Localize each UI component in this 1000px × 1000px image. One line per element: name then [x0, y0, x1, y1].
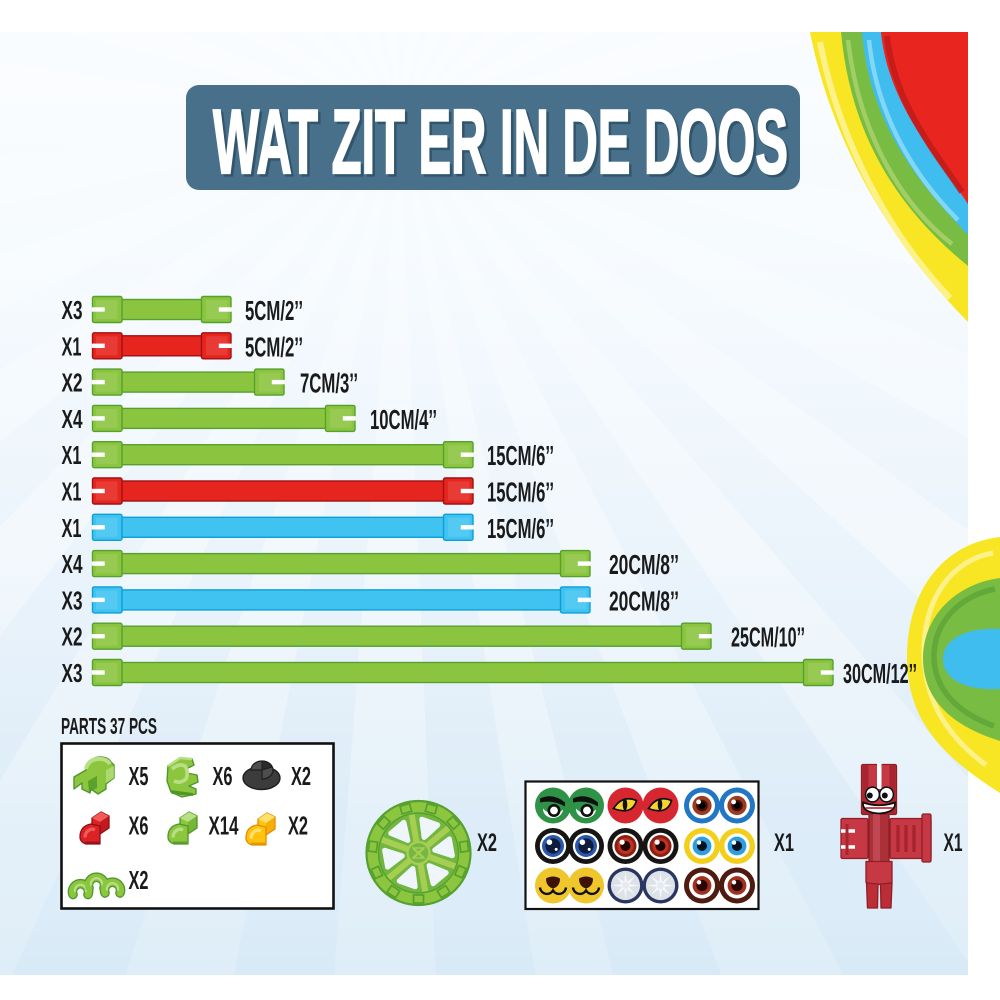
svg-text:25CM/10’’: 25CM/10’’: [731, 622, 805, 653]
svg-text:15CM/6’’: 15CM/6’’: [487, 477, 554, 508]
svg-text:WAT ZIT ER IN DE DOOS: WAT ZIT ER IN DE DOOS: [213, 92, 788, 193]
svg-text:X1: X1: [944, 829, 963, 857]
svg-text:15CM/6’’: 15CM/6’’: [487, 513, 554, 544]
svg-text:X3: X3: [62, 295, 83, 325]
svg-text:X1: X1: [62, 513, 82, 543]
svg-text:X1: X1: [62, 331, 82, 361]
svg-text:X4: X4: [62, 404, 83, 434]
svg-text:X14: X14: [209, 811, 239, 841]
svg-text:X2: X2: [291, 761, 311, 791]
svg-text:PARTS 37 PCS: PARTS 37 PCS: [61, 713, 157, 739]
svg-text:5CM/2’’: 5CM/2’’: [245, 331, 303, 362]
svg-text:X1: X1: [774, 829, 794, 857]
svg-text:5CM/2’’: 5CM/2’’: [245, 295, 303, 326]
svg-text:WAT ZIT ER IN DE DOOS: WAT ZIT ER IN DE DOOS: [216, 95, 791, 196]
svg-text:X1: X1: [62, 440, 82, 470]
svg-text:7CM/3’’: 7CM/3’’: [300, 368, 358, 399]
svg-text:15CM/6’’: 15CM/6’’: [487, 440, 554, 471]
svg-text:X3: X3: [62, 585, 83, 615]
svg-text:X2: X2: [129, 865, 149, 895]
svg-text:X6: X6: [129, 811, 149, 841]
svg-text:X2: X2: [288, 811, 308, 841]
svg-text:30CM/12’’: 30CM/12’’: [843, 658, 917, 689]
svg-text:X2: X2: [62, 368, 83, 398]
svg-text:X1: X1: [62, 477, 82, 507]
svg-text:X3: X3: [62, 658, 83, 688]
svg-text:X2: X2: [477, 829, 497, 857]
svg-text:X5: X5: [129, 761, 149, 791]
svg-text:X6: X6: [213, 761, 233, 791]
svg-text:20CM/8’’: 20CM/8’’: [609, 549, 679, 580]
svg-text:10CM/4’’: 10CM/4’’: [370, 404, 437, 435]
svg-text:X2: X2: [62, 622, 83, 652]
svg-text:X4: X4: [62, 549, 83, 579]
svg-text:20CM/8’’: 20CM/8’’: [609, 585, 679, 616]
